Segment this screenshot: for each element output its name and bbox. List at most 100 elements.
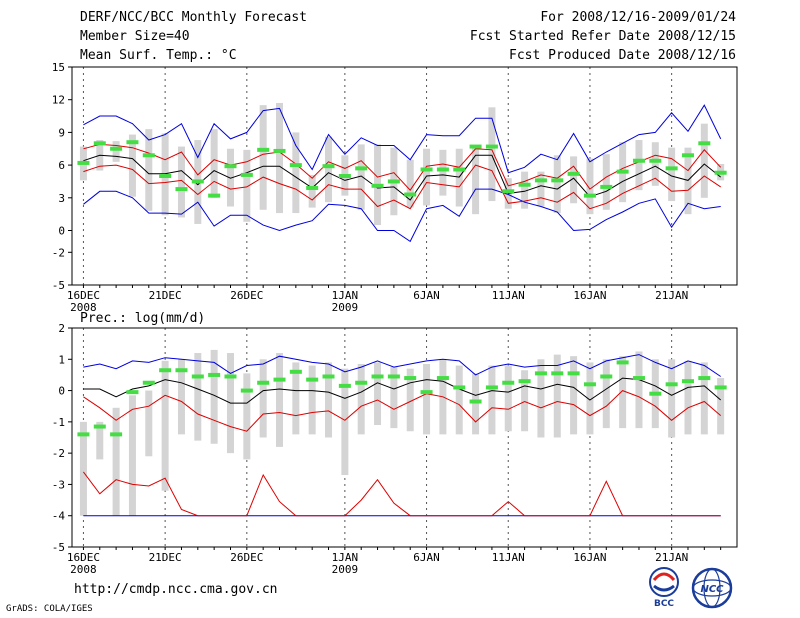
ensemble-box bbox=[423, 363, 431, 435]
y-tick-label: 0 bbox=[58, 225, 65, 238]
ensemble-box bbox=[161, 360, 169, 491]
ensemble-box bbox=[668, 359, 676, 438]
x-year-label: 2009 bbox=[332, 301, 359, 314]
ensemble-box bbox=[455, 365, 463, 435]
observed-mark bbox=[110, 146, 123, 151]
series-mean bbox=[83, 154, 722, 201]
observed-mark bbox=[338, 383, 351, 388]
x-tick-label: 21DEC bbox=[149, 289, 182, 302]
ensemble-box bbox=[357, 144, 365, 210]
ensemble-box bbox=[276, 353, 284, 447]
x-tick-label: 11JAN bbox=[492, 289, 525, 302]
observed-mark bbox=[632, 376, 645, 381]
x-tick-label: 21JAN bbox=[655, 551, 688, 564]
observed-mark bbox=[191, 374, 204, 379]
observed-mark bbox=[224, 374, 237, 379]
observed-mark bbox=[681, 379, 694, 384]
x-tick-label: 16DEC bbox=[67, 289, 100, 302]
observed-mark bbox=[551, 371, 564, 376]
observed-mark bbox=[420, 390, 433, 395]
series-max bbox=[83, 354, 721, 377]
observed-mark bbox=[93, 141, 106, 146]
observed-mark bbox=[632, 158, 645, 163]
ensemble-box bbox=[472, 373, 480, 435]
x-tick-label: 21DEC bbox=[149, 551, 182, 564]
ensemble-box bbox=[194, 353, 202, 441]
source-url[interactable]: http://cmdp.ncc.cma.gov.cn bbox=[74, 582, 278, 597]
observed-mark bbox=[583, 193, 596, 198]
x-tick-label: 1JAN bbox=[332, 551, 359, 564]
observed-mark bbox=[469, 399, 482, 404]
ensemble-box bbox=[439, 149, 447, 196]
observed-mark bbox=[600, 374, 613, 379]
observed-mark bbox=[502, 189, 515, 194]
observed-mark bbox=[322, 374, 335, 379]
ensemble-box bbox=[700, 362, 708, 435]
x-tick-label: 26DEC bbox=[230, 551, 263, 564]
observed-mark bbox=[404, 192, 417, 197]
plot-frame bbox=[71, 66, 738, 286]
y-tick-label: -1 bbox=[52, 416, 65, 429]
observed-mark bbox=[649, 391, 662, 396]
series-max bbox=[83, 104, 722, 174]
ensemble-box bbox=[357, 363, 365, 435]
observed-mark bbox=[567, 171, 580, 176]
observed-mark bbox=[714, 385, 727, 390]
ensemble-box bbox=[177, 359, 185, 435]
observed-mark bbox=[240, 388, 253, 393]
x-year-label: 2008 bbox=[70, 301, 97, 314]
observed-mark bbox=[273, 148, 286, 153]
observed-mark bbox=[453, 167, 466, 172]
forecast-started: Fcst Started Refer Date 2008/12/15 bbox=[469, 29, 736, 44]
ensemble-box bbox=[96, 421, 104, 460]
ensemble-box bbox=[602, 359, 610, 429]
ensemble-box bbox=[570, 356, 578, 435]
ensemble-box bbox=[128, 395, 136, 516]
observed-mark bbox=[404, 376, 417, 381]
observed-mark bbox=[142, 153, 155, 158]
observed-mark bbox=[306, 377, 319, 382]
observed-mark bbox=[665, 382, 678, 387]
member-size: Member Size=40 bbox=[80, 29, 190, 44]
panel-2: -5 -4 -3 -2 -1 0 1 2 16DEC 21DEC 26DEC 1JAN 6JAN 11JA… bbox=[52, 311, 738, 576]
x-tick-label: 11JAN bbox=[492, 551, 525, 564]
observed-mark bbox=[420, 167, 433, 172]
y-tick-label: -3 bbox=[52, 478, 65, 491]
ensemble-box bbox=[586, 158, 594, 215]
x-tick-label: 16JAN bbox=[573, 551, 606, 564]
observed-mark bbox=[208, 372, 221, 377]
y-tick-label: -4 bbox=[52, 510, 66, 523]
observed-mark bbox=[436, 376, 449, 381]
grads-credit: GrADS: COLA/IGES bbox=[6, 604, 93, 614]
observed-mark bbox=[518, 379, 531, 384]
series-min bbox=[82, 471, 721, 517]
bcc-logo: BCC bbox=[649, 567, 679, 608]
observed-mark bbox=[126, 140, 139, 145]
observed-mark bbox=[387, 179, 400, 184]
ensemble-box bbox=[406, 159, 414, 208]
observed-mark bbox=[698, 376, 711, 381]
chart-title: DERF/NCC/BCC Monthly Forecast bbox=[80, 10, 307, 25]
x-tick-label: 26DEC bbox=[230, 289, 263, 302]
observed-mark bbox=[273, 377, 286, 382]
observed-mark bbox=[289, 369, 302, 374]
x-tick-label: 21JAN bbox=[655, 289, 688, 302]
ensemble-box bbox=[684, 360, 692, 435]
observed-mark bbox=[714, 170, 727, 175]
ensemble-box bbox=[651, 142, 659, 186]
y-tick-label: 12 bbox=[52, 94, 65, 107]
observed-mark bbox=[485, 144, 498, 149]
ensemble-box bbox=[276, 102, 284, 214]
ncc-logo-label: NCC bbox=[700, 584, 724, 595]
observed-mark bbox=[191, 179, 204, 184]
observed-mark bbox=[534, 371, 547, 376]
ensemble-box bbox=[488, 365, 496, 435]
observed-mark bbox=[289, 163, 302, 168]
ensemble-box bbox=[145, 390, 153, 457]
observed-mark bbox=[142, 380, 155, 385]
ensemble-box bbox=[488, 107, 496, 202]
ensemble-box bbox=[570, 156, 578, 204]
ensemble-box bbox=[292, 132, 300, 214]
series-mean-minus-sd bbox=[83, 164, 721, 210]
